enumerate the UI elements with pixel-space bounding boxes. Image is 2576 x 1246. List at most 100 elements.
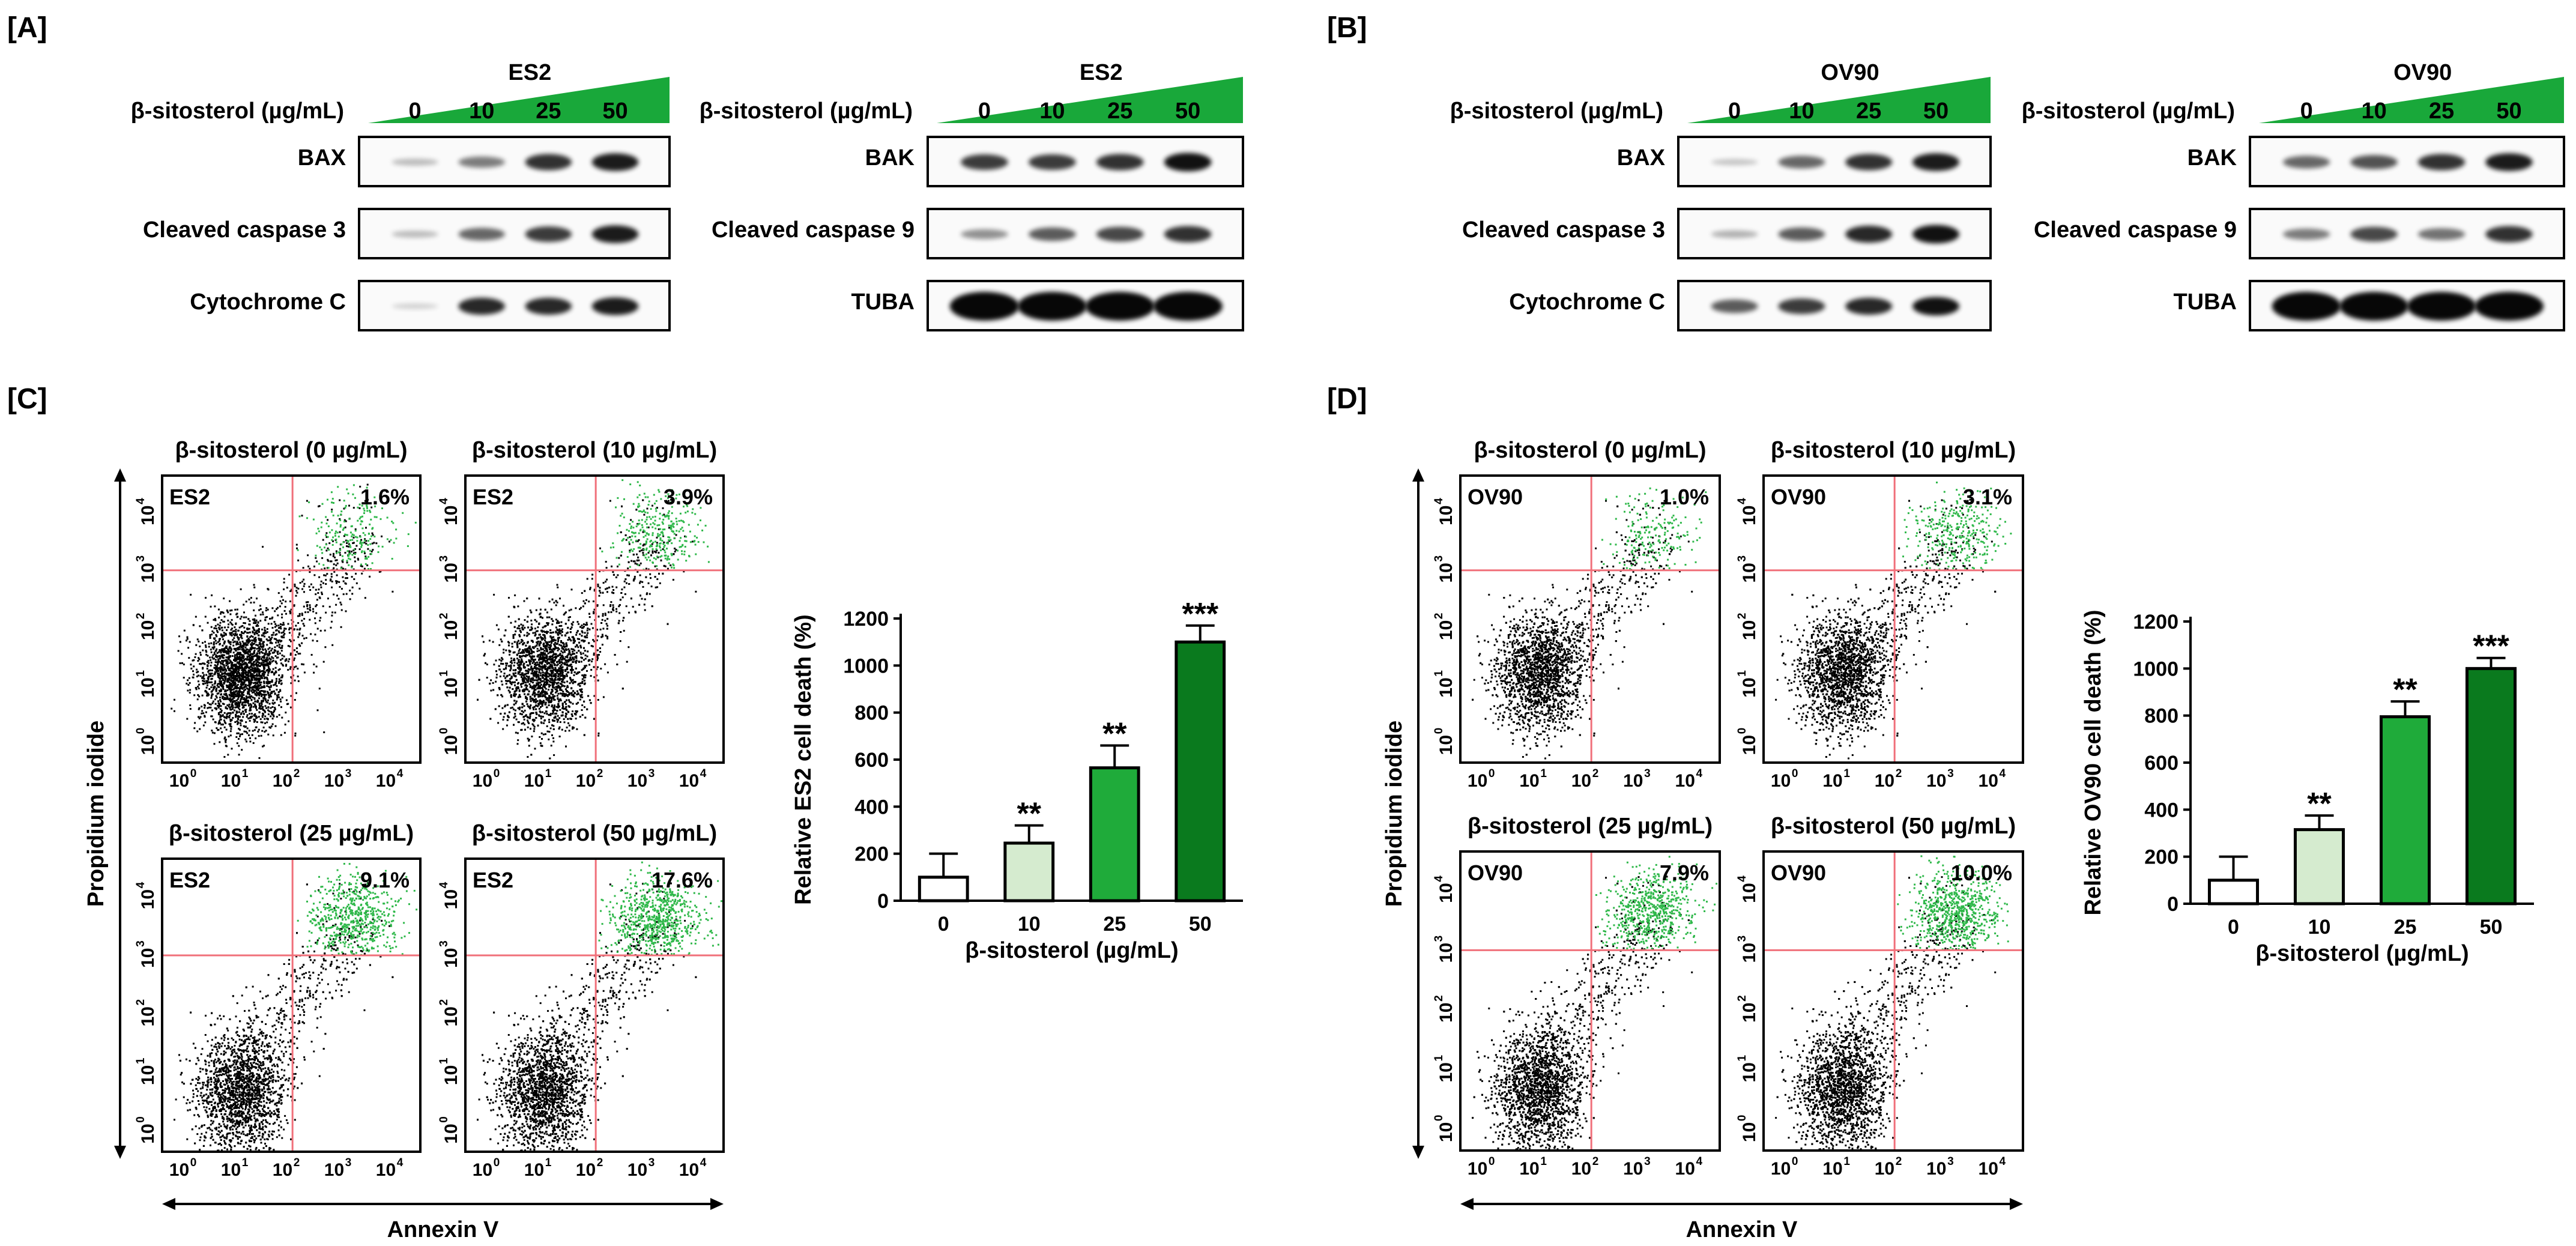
event-dot <box>533 675 534 677</box>
event-dot <box>497 722 499 724</box>
event-dot <box>283 624 285 626</box>
event-dot <box>220 663 222 665</box>
event-dot <box>260 614 262 615</box>
event-dot <box>239 736 241 737</box>
event-dot <box>583 600 585 602</box>
event-dot <box>280 659 282 661</box>
blot-row-label: TUBA <box>2173 289 2237 315</box>
apoptotic-dot <box>395 537 397 539</box>
event-dot <box>197 660 199 662</box>
event-dot <box>238 661 240 663</box>
apoptotic-dot <box>308 501 310 503</box>
event-dot <box>213 689 214 691</box>
event-dot <box>506 725 508 727</box>
apoptotic-dot <box>321 549 322 551</box>
event-dot <box>314 617 316 619</box>
event-dot <box>266 718 268 719</box>
event-dot <box>575 634 577 636</box>
event-dot <box>224 680 226 682</box>
event-dot <box>230 650 232 652</box>
event-dot <box>244 709 246 711</box>
event-dot <box>648 582 650 584</box>
band <box>1711 159 1758 165</box>
apoptotic-dot <box>316 533 318 534</box>
apoptotic-dot <box>327 536 329 538</box>
event-dot <box>527 727 529 728</box>
band <box>2485 153 2532 171</box>
event-dot <box>267 672 269 674</box>
event-dot <box>539 715 540 717</box>
event-dot <box>273 652 274 654</box>
event-dot <box>221 710 223 712</box>
event-dot <box>342 576 343 578</box>
event-dot <box>222 676 224 677</box>
event-dot <box>542 627 544 629</box>
event-dot <box>576 728 578 730</box>
event-dot <box>254 729 256 731</box>
event-dot <box>283 634 285 636</box>
event-dot <box>313 566 315 567</box>
event-dot <box>330 627 332 629</box>
event-dot <box>253 742 255 744</box>
event-dot <box>241 749 243 751</box>
event-dot <box>226 696 228 698</box>
event-dot <box>492 682 494 684</box>
event-dot <box>355 573 357 575</box>
event-dot <box>628 612 630 614</box>
event-dot <box>264 636 265 638</box>
event-dot <box>232 712 234 713</box>
event-dot <box>351 576 353 578</box>
event-dot <box>582 679 584 680</box>
event-dot <box>336 594 338 596</box>
event-dot <box>346 573 348 575</box>
event-dot <box>623 587 625 588</box>
event-dot <box>264 653 266 655</box>
event-dot <box>282 658 283 660</box>
event-dot <box>642 586 644 588</box>
event-dot <box>564 651 566 653</box>
event-dot <box>526 635 528 637</box>
event-dot <box>226 715 228 717</box>
event-dot <box>253 682 255 684</box>
event-dot <box>495 660 497 662</box>
event-dot <box>647 508 649 510</box>
event-dot <box>222 715 223 717</box>
event-dot <box>223 688 225 690</box>
event-dot <box>617 566 618 567</box>
band <box>525 298 572 315</box>
event-dot <box>281 717 283 719</box>
event-dot <box>673 579 674 581</box>
event-dot <box>229 704 231 706</box>
event-dot <box>513 693 515 695</box>
event-dot <box>557 721 558 723</box>
event-dot <box>304 583 306 585</box>
event-dot <box>611 566 612 567</box>
event-dot <box>234 626 235 628</box>
event-dot <box>490 690 492 692</box>
event-dot <box>336 575 338 576</box>
event-dot <box>240 722 241 724</box>
event-dot <box>251 699 253 701</box>
event-dot <box>539 736 540 738</box>
event-dot <box>261 675 262 677</box>
event-dot <box>286 700 288 701</box>
event-dot <box>334 612 336 614</box>
apoptotic-dot <box>367 544 369 546</box>
event-dot <box>251 640 253 641</box>
event-dot <box>255 715 257 717</box>
event-dot <box>585 658 587 660</box>
event-dot <box>187 684 189 686</box>
event-dot <box>268 623 270 625</box>
event-dot <box>551 623 553 625</box>
event-dot <box>245 711 247 713</box>
event-dot <box>210 637 211 639</box>
event-dot <box>247 640 249 642</box>
event-dot <box>584 706 585 708</box>
event-dot <box>320 587 322 588</box>
band <box>1778 156 1825 168</box>
event-dot <box>211 594 213 596</box>
event-dot <box>297 592 298 594</box>
event-dot <box>216 667 218 669</box>
event-dot <box>559 709 561 711</box>
event-dot <box>330 578 331 580</box>
